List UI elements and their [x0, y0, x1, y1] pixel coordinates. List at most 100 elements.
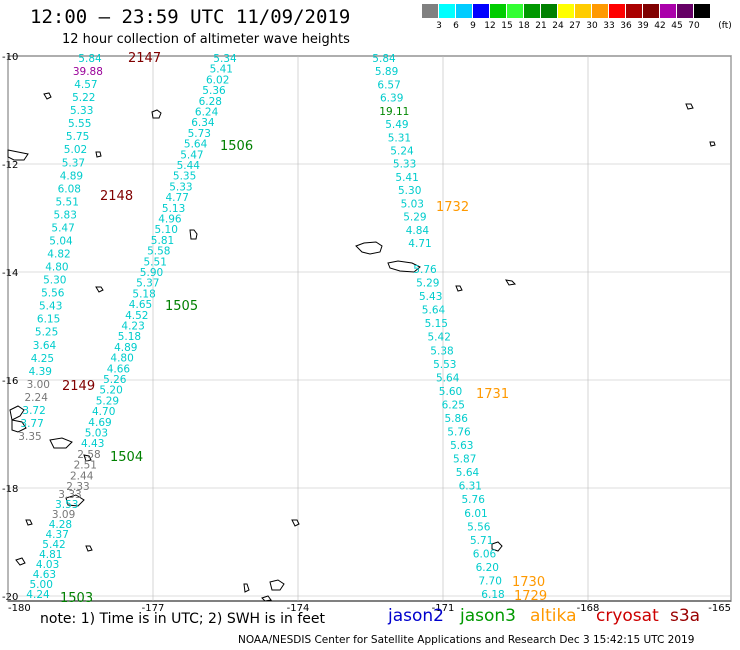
- wave-height-label: 6.34: [191, 117, 215, 129]
- scale-tick-label: 15: [501, 21, 513, 31]
- wave-height-label: 5.44: [177, 160, 201, 172]
- island: [9, 405, 25, 421]
- wave-height-label: 4.71: [408, 238, 431, 250]
- island: [455, 285, 463, 292]
- wave-height-label: 5.43: [419, 291, 442, 303]
- map-grid: -10 -12 -14 -16 -18 -20-180 -177 -174 -171 -168 -1…: [2, 52, 732, 614]
- wave-height-label: 3.00: [27, 379, 50, 391]
- island: [83, 454, 92, 462]
- wave-height-label: 2.33: [66, 481, 89, 493]
- satellite-legend-altika: altika: [530, 606, 577, 626]
- scale-tick-label: 30: [586, 21, 598, 31]
- wave-height-label: 6.01: [464, 508, 487, 520]
- wave-height-label: 3.64: [33, 340, 57, 352]
- scale-swatch: [592, 4, 608, 18]
- wave-height-label: 5.41: [210, 64, 233, 76]
- wave-height-label: 5.42: [42, 539, 65, 551]
- chart-title: 12:00 – 23:59 UTC 11/09/2019: [30, 6, 351, 28]
- lon-label: -180: [8, 603, 31, 614]
- island: [15, 557, 26, 566]
- island: [269, 579, 285, 591]
- wave-height-label: 4.03: [36, 559, 59, 571]
- wave-height-label: 4.80: [110, 353, 133, 365]
- island: [505, 279, 517, 286]
- track-id-label: 1505: [165, 299, 198, 314]
- scale-tick-label: 42: [654, 21, 666, 31]
- scale-swatch: [626, 4, 642, 18]
- wave-height-label: 4.63: [33, 569, 56, 581]
- island: [291, 519, 300, 527]
- wave-height-label: 5.29: [96, 395, 119, 407]
- island: [43, 92, 52, 100]
- wave-height-label: 5.76: [447, 427, 471, 439]
- scale-tick-label: 24: [552, 21, 564, 31]
- wave-height-label: 39.88: [73, 66, 103, 78]
- island: [243, 583, 250, 593]
- wave-height-label: 4.57: [74, 79, 97, 91]
- wave-height-label: 4.37: [46, 529, 69, 541]
- wave-height-label: 5.86: [445, 413, 469, 425]
- wave-height-label: 6.31: [459, 481, 482, 493]
- wave-height-label: 4.65: [129, 299, 152, 311]
- wave-height-label: 5.87: [453, 454, 476, 466]
- wave-height-label: 6.39: [380, 93, 403, 105]
- wave-height-label: 5.36: [202, 85, 226, 97]
- lon-label: -171: [432, 603, 455, 614]
- wave-height-label: 3.33: [58, 489, 81, 501]
- wave-height-label: 4.77: [166, 192, 189, 204]
- wave-height-label: 6.15: [37, 314, 60, 326]
- track-labels: 2147 1506 2148 1732 1505 2149 1731 1504 1503 1730…: [60, 51, 547, 606]
- lat-label: -18: [2, 484, 18, 495]
- wave-height-label: 2.44: [70, 470, 94, 482]
- scale-swatch: [677, 4, 693, 18]
- wave-height-label: 5.33: [169, 181, 192, 193]
- wave-height-label: 5.18: [118, 331, 141, 343]
- wave-height-label: 5.76: [462, 494, 486, 506]
- chart-subtitle: 12 hour collection of altimeter wave hei…: [62, 32, 350, 47]
- scale-tick-label: 21: [535, 21, 547, 31]
- wave-height-label: 5.04: [49, 236, 73, 248]
- scale-tick-label: 33: [603, 21, 615, 31]
- wave-height-label: 6.24: [195, 107, 219, 119]
- wave-height-label: 4.96: [158, 214, 182, 226]
- wave-height-label: 5.41: [395, 172, 418, 184]
- lat-label: -16: [2, 376, 18, 387]
- wave-height-label: 6.20: [476, 562, 499, 574]
- wave-height-label: 4.43: [81, 438, 104, 450]
- wave-height-label: 7.70: [479, 576, 502, 588]
- wave-height-label: 5.47: [51, 222, 74, 234]
- wave-height-label: 4.80: [45, 262, 68, 274]
- scale-tick-label: 6: [453, 21, 459, 31]
- wave-height-label: 5.64: [422, 305, 446, 317]
- lat-label: -14: [2, 268, 18, 279]
- wave-height-label: 3.35: [18, 431, 41, 443]
- wave-height-label: 5.33: [70, 105, 93, 117]
- wave-height-label: 5.47: [180, 149, 203, 161]
- track-id-label: 1730: [512, 575, 545, 590]
- satellite-legend-cryosat: cryosat: [596, 606, 659, 626]
- wave-height-label: 4.28: [49, 519, 72, 531]
- wave-height-label: 6.25: [442, 399, 465, 411]
- wave-height-label: 6.28: [199, 96, 222, 108]
- island: [709, 141, 716, 147]
- wave-height-points: 5.8439.884.575.225.335.555.755.025.374.8…: [18, 53, 504, 601]
- scale-tick-label: 36: [620, 21, 632, 31]
- wave-height-label: 5.25: [35, 327, 58, 339]
- lat-label: -12: [2, 160, 18, 171]
- scale-unit: (ft): [718, 21, 732, 31]
- scale-swatch: [558, 4, 574, 18]
- scale-swatch: [439, 4, 455, 18]
- island: [95, 286, 104, 293]
- track-id-label: 1504: [110, 450, 143, 465]
- wave-height-label: 5.64: [456, 467, 480, 479]
- wave-height-label: 3.09: [52, 509, 75, 521]
- wave-height-label: 5.37: [136, 278, 159, 290]
- track-id-label: 1506: [220, 139, 253, 154]
- wave-height-label: 6.08: [58, 183, 81, 195]
- island: [11, 419, 27, 433]
- wave-height-label: 5.75: [66, 131, 89, 143]
- scale-tick-label: 3: [436, 21, 442, 31]
- wave-height-label: 5.03: [85, 428, 108, 440]
- scale-tick-label: 70: [688, 21, 700, 31]
